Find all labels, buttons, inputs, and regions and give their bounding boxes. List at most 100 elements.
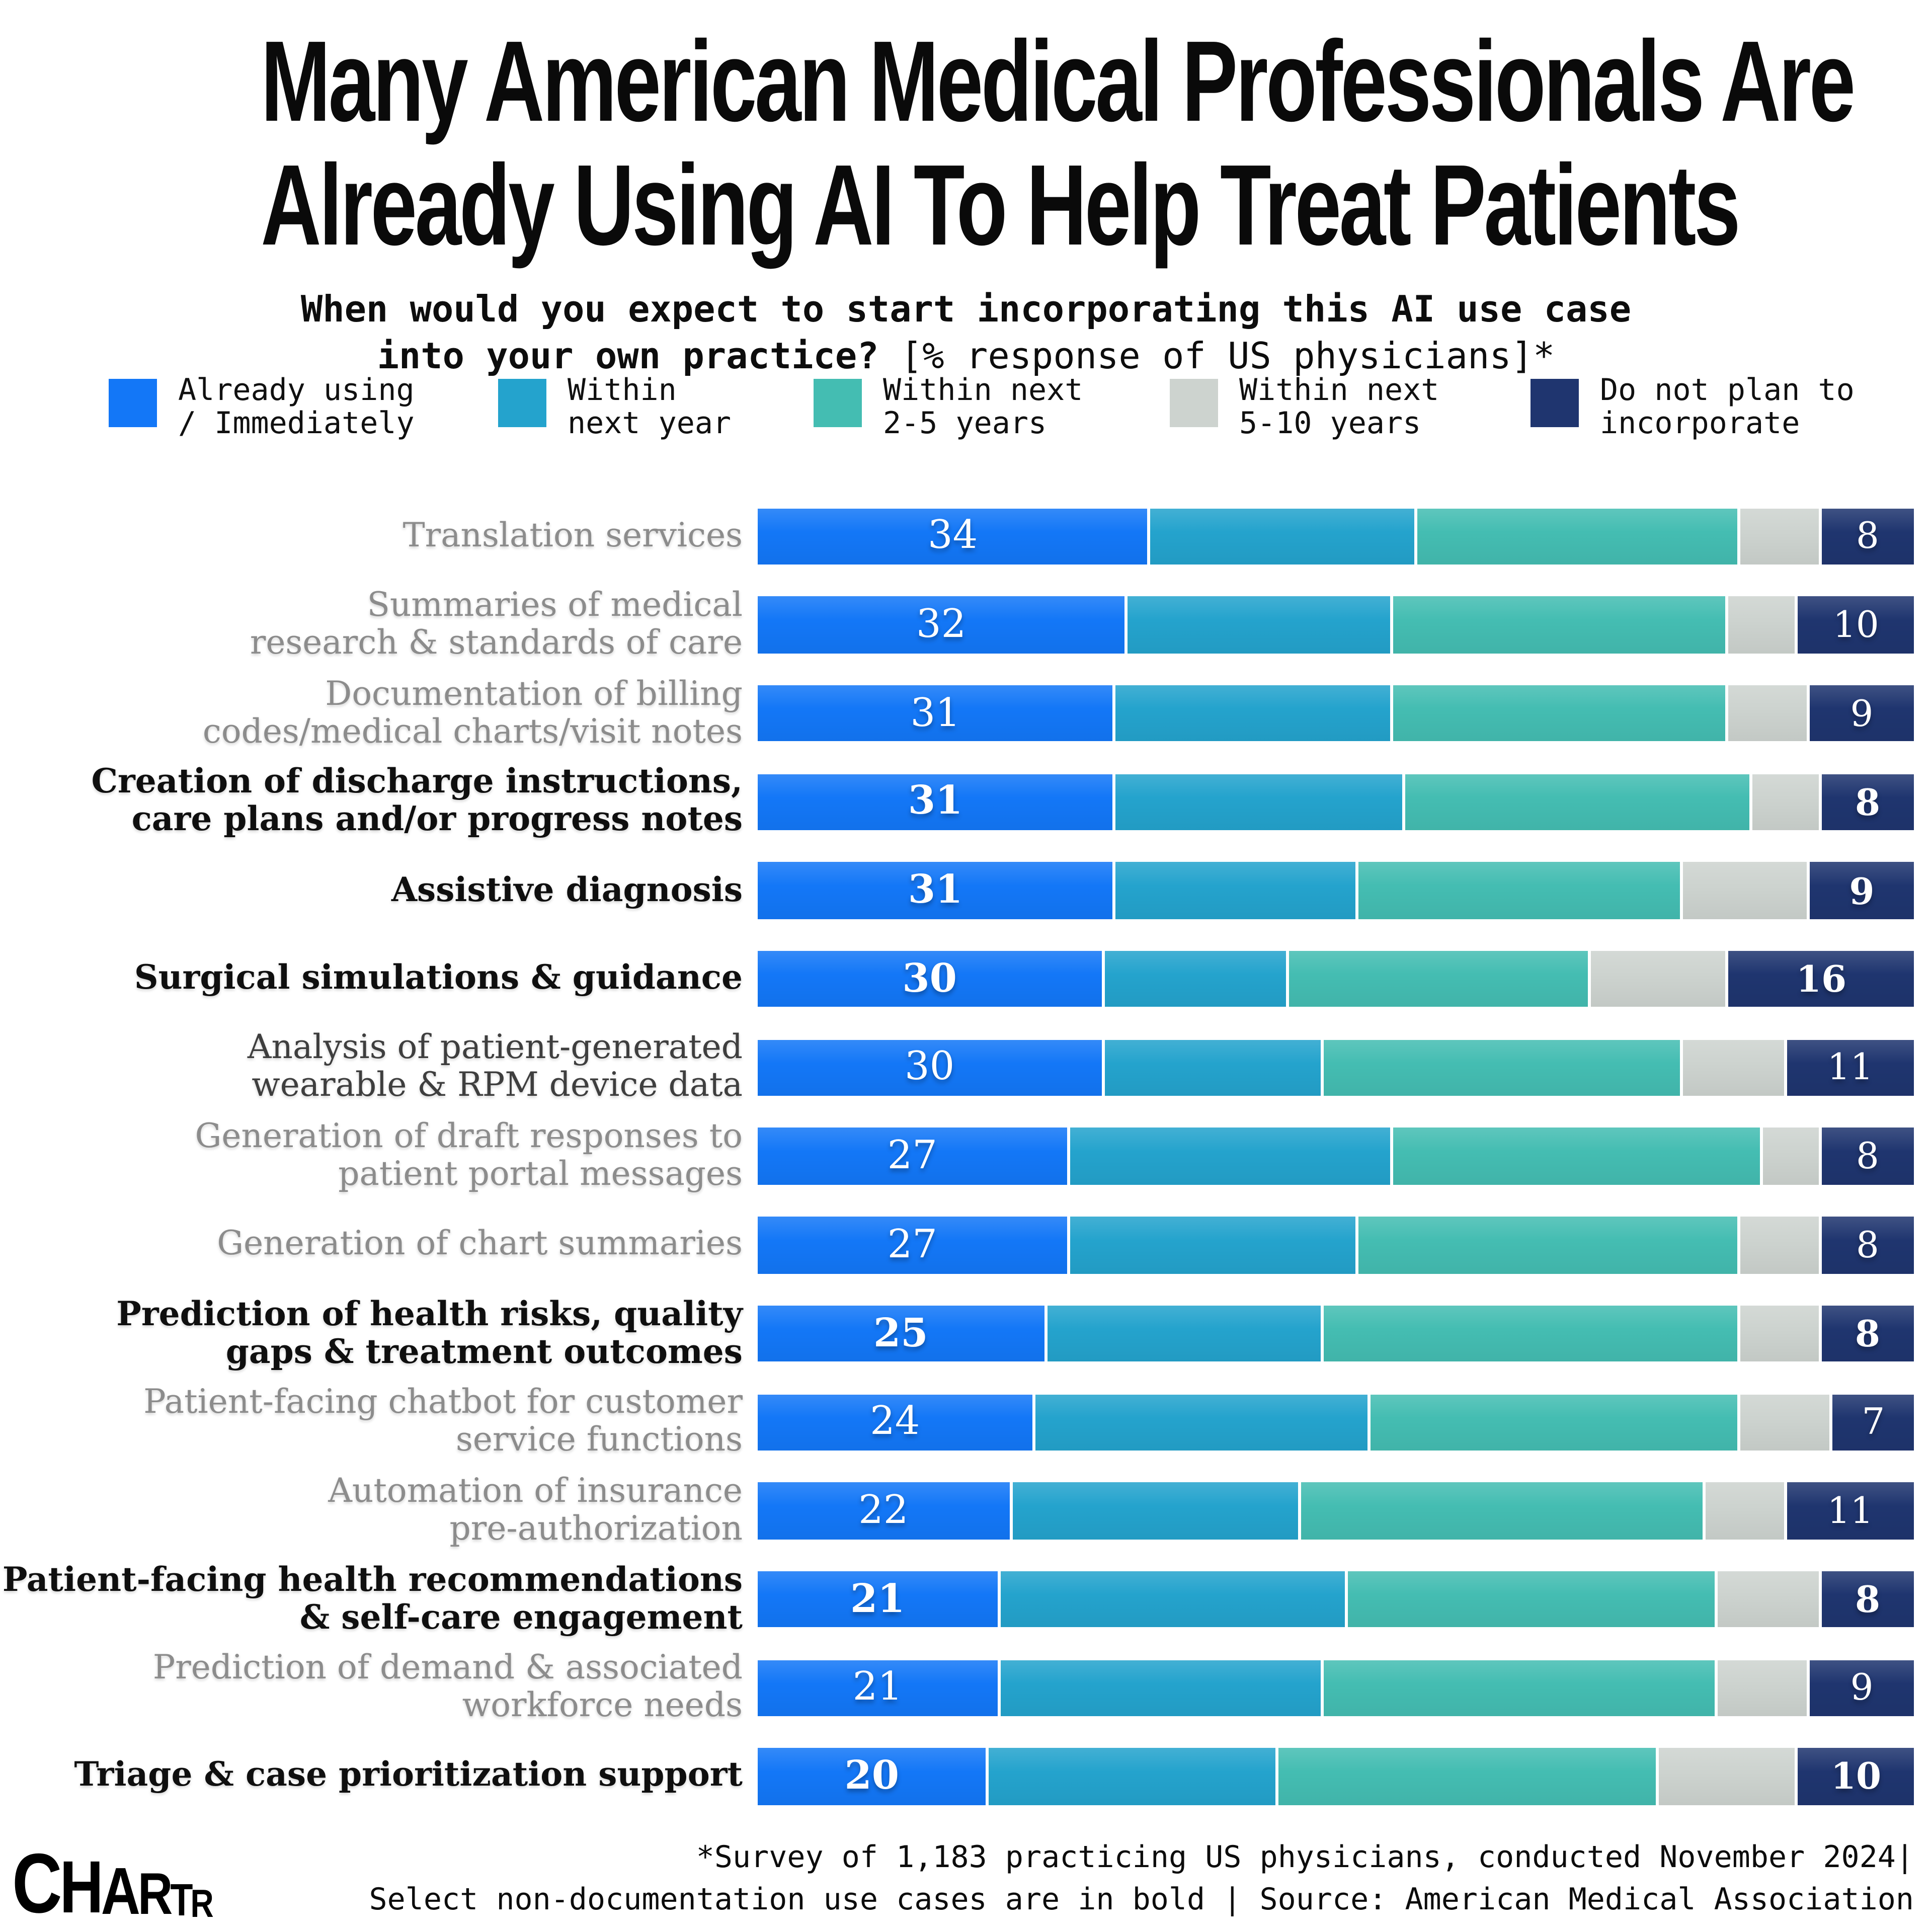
bar-segment-1: 30 [758,1039,1105,1096]
stacked-bar: 30 16 [758,951,1914,1008]
chartr-logo-letter: A [101,1854,140,1928]
segment-value-label: 11 [1827,1489,1874,1532]
segment-value-label: 31 [908,868,963,914]
bar-segment-2 [1070,1128,1394,1185]
segment-value-label: 8 [1856,1135,1879,1178]
segment-value-label: 32 [916,602,967,648]
stacked-bar: 27 8 [758,1128,1914,1185]
bar-segment-4 [1729,596,1799,654]
bar-segment-5: 9 [1810,685,1914,742]
stacked-bar: 32 10 [758,596,1914,654]
bar-segment-2 [1000,1571,1347,1628]
bar-segment-5: 10 [1798,596,1914,654]
bar-segment-1: 20 [758,1748,989,1805]
legend-label: Do not plan to incorporate [1600,371,1855,441]
title-block: Many American Medical Professionals Are … [0,0,1932,269]
bar-segment-2 [1116,774,1405,831]
page-title-line-1: Many American Medical Professionals Are [261,18,1856,146]
bar-segment-3 [1393,1128,1764,1185]
chartr-logo-letter: C [12,1836,62,1931]
legend-swatch-icon [814,379,862,427]
legend-item: Within next 2-5 years [814,373,1083,439]
bar-segment-4 [1740,1217,1822,1273]
segment-value-label: 8 [1855,1312,1881,1356]
segment-value-label: 24 [870,1399,920,1445]
segment-value-label: 30 [902,956,957,1002]
bar-segment-5: 8 [1821,508,1914,565]
chart-row: Patient-facing chatbot for customer servi… [0,1378,1914,1467]
segment-value-label: 30 [905,1045,955,1091]
row-label: Translation services [403,517,743,555]
segment-value-label: 8 [1855,780,1881,824]
segment-value-label: 8 [1856,1224,1879,1266]
bar-segment-2 [1070,1217,1359,1273]
subtitle-unit-note: [% response of US physicians]* [878,335,1555,377]
bar-segment-3 [1347,1571,1718,1628]
legend-item: Do not plan to incorporate [1531,373,1855,439]
legend-swatch-icon [498,379,546,427]
bar-segment-2 [1046,1305,1324,1362]
segment-value-label: 10 [1830,1754,1882,1799]
bar-segment-4 [1590,951,1729,1008]
subtitle-question-bold: into your own practice? [377,335,879,377]
bar-segment-5: 7 [1832,1394,1914,1451]
segment-value-label: 9 [1850,692,1874,735]
legend-label: Within next 2-5 years [883,371,1083,441]
chart-row: Automation of insurance pre-authorization… [0,1467,1914,1555]
segment-value-label: 8 [1856,515,1879,557]
chart-row: Prediction of demand & associated workfor… [0,1644,1914,1732]
chart-row: Summaries of medical research & standards… [0,581,1914,669]
segment-value-label: 21 [850,1576,905,1622]
bar-segment-2 [1128,596,1394,654]
bar-segment-5: 8 [1821,1571,1914,1628]
segment-value-label: 11 [1827,1046,1874,1089]
stacked-bar: 31 9 [758,685,1914,742]
row-label: Patient-facing health recommendations & s… [2,1560,743,1637]
bar-segment-5: 9 [1810,1659,1914,1716]
chart-row: Documentation of billing codes/medical ch… [0,669,1914,758]
chartr-logo-letter: T [170,1877,193,1927]
legend-swatch-icon [109,379,157,427]
bar-segment-4 [1740,508,1822,565]
bar-segment-3 [1393,596,1729,654]
segment-value-label: 16 [1796,957,1847,1001]
bar-segment-4 [1729,685,1810,742]
stacked-bar: 20 10 [758,1748,1914,1805]
bar-segment-1: 22 [758,1482,1012,1539]
chart-row: Generation of draft responses to patient … [0,1112,1914,1200]
bar-segment-1: 24 [758,1394,1035,1451]
page-title-line-2: Already Using AI To Help Treat Patients [261,142,1740,270]
row-label: Triage & case prioritization support [74,1756,743,1796]
bar-segment-2 [1035,1394,1371,1451]
stacked-bar: 25 8 [758,1305,1914,1362]
bar-segment-1: 25 [758,1305,1047,1362]
legend-label: Already using / Immediately [178,371,415,441]
chart-row: Patient-facing health recommendations & s… [0,1555,1914,1644]
bar-segment-3 [1301,1482,1706,1539]
chartr-logo-letter: R [137,1863,173,1928]
row-label: Automation of insurance pre-authorization [328,1473,743,1549]
bar-segment-2 [1116,685,1394,742]
segment-value-label: 9 [1849,868,1875,913]
legend-label: Within next year [568,371,732,441]
segment-value-label: 9 [1850,1666,1874,1709]
bar-segment-3 [1358,1217,1741,1273]
segment-value-label: 20 [844,1753,900,1799]
segment-value-label: 21 [852,1665,903,1711]
bar-segment-3 [1278,1748,1660,1805]
bar-segment-4 [1717,1571,1822,1628]
bar-segment-1: 30 [758,951,1105,1008]
bar-segment-1: 21 [758,1571,1001,1628]
row-label: Prediction of demand & associated workfor… [152,1650,743,1726]
bar-segment-2 [1116,862,1359,919]
bar-segment-3 [1290,951,1590,1008]
legend-swatch-icon [1531,379,1579,427]
stacked-bar: 31 8 [758,774,1914,831]
legend-swatch-icon [1170,379,1218,427]
stacked-bar: 24 7 [758,1394,1914,1451]
bar-segment-4 [1706,1482,1787,1539]
segment-value-label: 10 [1833,604,1879,647]
bar-segment-5: 10 [1798,1748,1914,1805]
